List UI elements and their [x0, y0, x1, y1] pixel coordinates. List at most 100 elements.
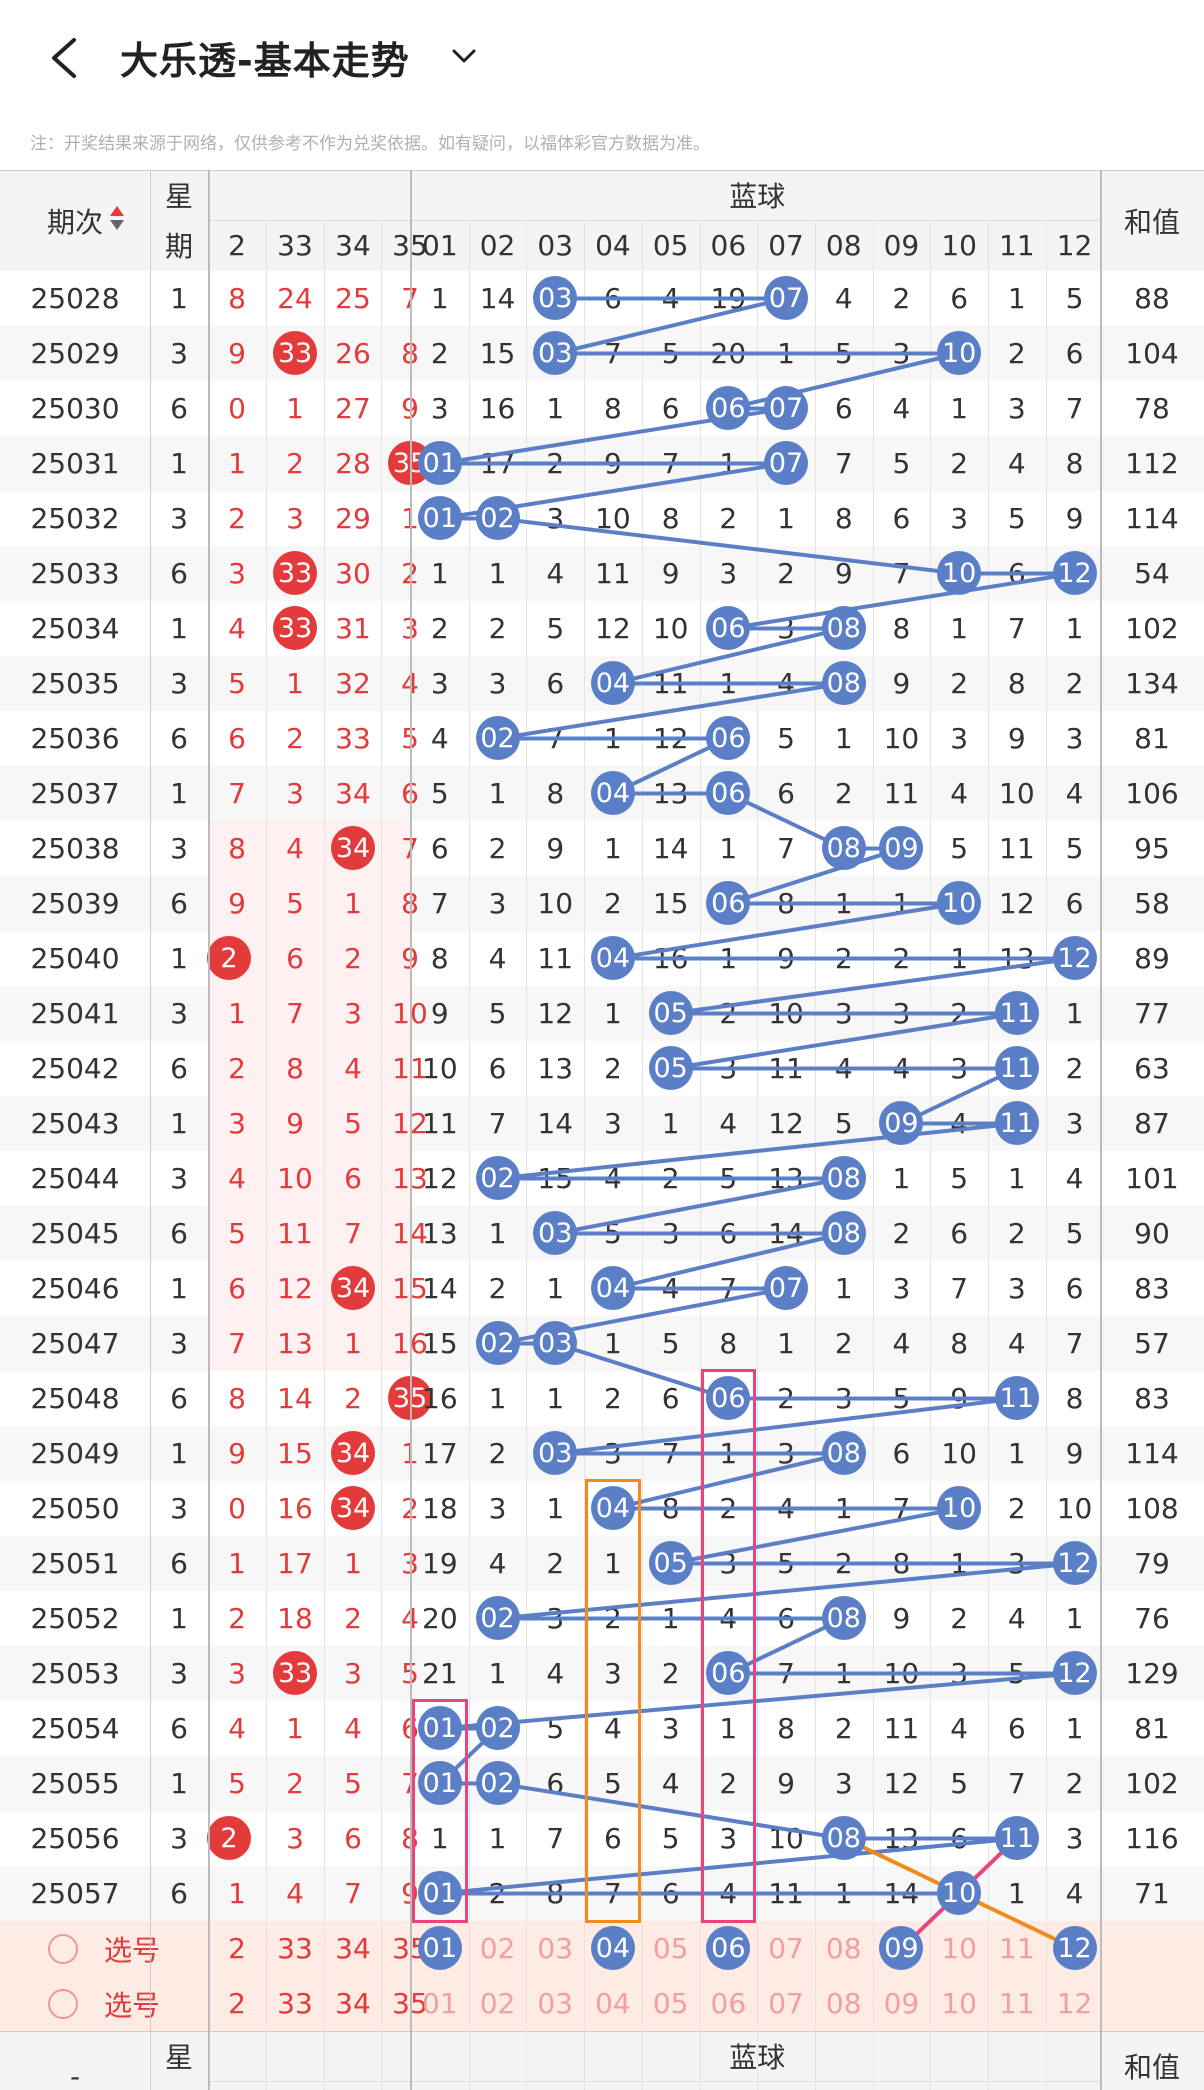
blue-miss-cell: 1 [892, 1162, 911, 1195]
header-blue-col: 08 [825, 228, 862, 262]
select-label: 选号 [103, 1988, 160, 2022]
red-miss-cell: 1 [228, 1547, 246, 1580]
red-zone-bg [208, 1261, 411, 1316]
sort-icon[interactable] [110, 206, 124, 216]
blue-miss-cell: 14 [652, 832, 689, 865]
selected-blue-ball[interactable]: 01 [417, 1926, 462, 1970]
blue-miss-cell: 9 [430, 997, 449, 1030]
blue-miss-cell: 2 [834, 942, 853, 975]
selected-blue-ball[interactable]: 04 [590, 1926, 635, 1970]
blue-miss-cell: 2 [1007, 1217, 1026, 1250]
chevron-down-icon[interactable] [448, 40, 480, 72]
select-blue-cell: 05 [652, 1987, 689, 2020]
blue-miss-cell: 4 [488, 1547, 507, 1580]
red-miss-cell: 3 [228, 1657, 246, 1690]
blue-miss-cell: 1 [950, 392, 969, 425]
selected-blue-ball[interactable]: 06 [706, 1926, 751, 1970]
period-cell: 25053 [30, 1657, 120, 1690]
blue-miss-cell: 1 [777, 337, 795, 370]
red-miss-cell: 2 [344, 1382, 362, 1415]
blue-miss-cell: 1 [1007, 1437, 1026, 1470]
red-zone-bg [208, 381, 411, 436]
grid-line [1045, 220, 1047, 2090]
red-miss-cell: 0 [228, 392, 246, 425]
blue-miss-cell: 5 [834, 337, 853, 370]
back-arrow-icon[interactable] [44, 34, 84, 82]
red-miss-cell: 8 [381, 876, 439, 931]
red-zone-bg [208, 1041, 411, 1096]
red-miss-cell: 1 [344, 1547, 362, 1580]
red-ball: 33 [273, 606, 317, 650]
red-miss-cell: 7 [344, 1217, 362, 1250]
blue-ball: 02 [475, 716, 520, 760]
blue-miss-cell: 4 [430, 722, 449, 755]
blue-miss-cell: 4 [892, 1052, 911, 1085]
blue-miss-cell: 15 [537, 1162, 574, 1195]
select-radio[interactable] [48, 1934, 78, 1964]
blue-miss-cell: 4 [950, 777, 969, 810]
blue-miss-cell: 7 [719, 1272, 738, 1305]
blue-miss-cell: 3 [777, 612, 795, 645]
blue-ball: 03 [533, 276, 578, 320]
red-miss-cell: 1 [228, 447, 246, 480]
blue-miss-cell: 12 [595, 612, 631, 645]
selected-blue-ball[interactable]: 12 [1052, 1926, 1097, 1970]
header-blue-col: 05 [652, 228, 689, 262]
selected-blue-ball[interactable]: 09 [879, 1926, 924, 1970]
blue-miss-cell: 1 [834, 1657, 853, 1690]
select-radio[interactable] [48, 1989, 78, 2019]
blue-miss-cell: 10 [422, 1052, 458, 1085]
blue-miss-cell: 1 [604, 722, 622, 755]
red-miss-cell: 7 [286, 997, 304, 1030]
blue-miss-cell: 15 [652, 887, 689, 920]
blue-ball: 01 [417, 496, 462, 540]
weekday-cell: 3 [170, 1657, 188, 1690]
blue-miss-cell: 7 [488, 1107, 507, 1140]
blue-ball: 05 [648, 991, 693, 1035]
red-miss-cell: 15 [392, 1272, 428, 1305]
blue-miss-cell: 2 [834, 1712, 853, 1745]
period-cell: 25047 [30, 1327, 120, 1360]
blue-miss-cell: 11 [652, 667, 689, 700]
red-miss-cell: 8 [228, 832, 246, 865]
blue-miss-cell: 13 [652, 777, 689, 810]
weekday-cell: 1 [170, 612, 188, 645]
page-title[interactable]: 大乐透-基本走势 [120, 39, 410, 83]
blue-miss-cell: 13 [883, 1822, 920, 1855]
blue-miss-cell: 2 [950, 447, 969, 480]
red-ball: 2 [207, 936, 251, 980]
blue-miss-cell: 7 [546, 1822, 565, 1855]
blue-miss-cell: 10 [999, 777, 1035, 810]
red-miss-cell: 2 [344, 1602, 362, 1635]
red-miss-cell: 8 [228, 282, 246, 315]
blue-miss-cell: 6 [1007, 1712, 1026, 1745]
blue-miss-cell: 3 [661, 1217, 680, 1250]
sum-cell: 114 [1125, 502, 1179, 535]
blue-miss-cell: 3 [488, 887, 507, 920]
blue-miss-cell: 6 [604, 282, 622, 315]
blue-miss-cell: 2 [892, 1217, 911, 1250]
blue-miss-cell: 10 [595, 502, 631, 535]
blue-miss-cell: 4 [546, 557, 565, 590]
blue-miss-cell: 8 [546, 1877, 565, 1910]
red-zone-bg [208, 1591, 411, 1646]
red-miss-cell: 3 [228, 557, 246, 590]
blue-miss-cell: 1 [719, 832, 738, 865]
header-blue-col: 04 [595, 228, 631, 262]
blue-ball: 07 [764, 441, 809, 485]
red-miss-cell: 6 [381, 766, 439, 821]
blue-miss-cell: 3 [604, 1437, 622, 1470]
blue-miss-cell: 4 [604, 1162, 622, 1195]
blue-miss-cell: 2 [488, 612, 507, 645]
blue-miss-cell: 2 [488, 832, 507, 865]
blue-miss-cell: 20 [422, 1602, 458, 1635]
blue-ball: 07 [764, 276, 809, 320]
sort-icon[interactable] [110, 220, 124, 230]
blue-miss-cell: 1 [950, 1547, 969, 1580]
red-miss-cell: 6 [228, 722, 246, 755]
blue-miss-cell: 11 [883, 777, 920, 810]
blue-miss-cell: 3 [1007, 392, 1026, 425]
blue-miss-cell: 7 [546, 722, 565, 755]
blue-ball: 03 [533, 1321, 578, 1365]
sum-cell: 108 [1125, 1492, 1179, 1525]
